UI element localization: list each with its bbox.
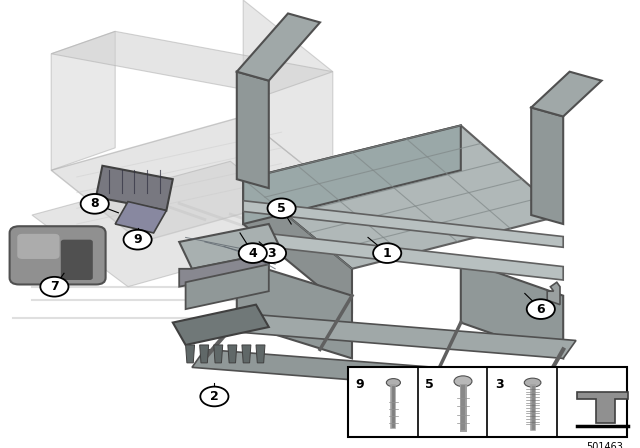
Circle shape xyxy=(258,243,286,263)
Text: 7: 7 xyxy=(50,280,59,293)
Polygon shape xyxy=(51,31,333,94)
Polygon shape xyxy=(115,202,166,233)
Circle shape xyxy=(268,198,296,218)
Text: 8: 8 xyxy=(90,197,99,211)
Polygon shape xyxy=(461,260,563,358)
Text: 5: 5 xyxy=(426,378,434,391)
Text: 9: 9 xyxy=(133,233,142,246)
Ellipse shape xyxy=(387,379,401,387)
Polygon shape xyxy=(237,72,269,188)
Polygon shape xyxy=(256,345,265,363)
Text: 6: 6 xyxy=(536,302,545,316)
Text: 9: 9 xyxy=(356,378,364,391)
Circle shape xyxy=(373,243,401,263)
FancyBboxPatch shape xyxy=(348,367,627,437)
Polygon shape xyxy=(96,166,173,211)
Text: 3: 3 xyxy=(268,246,276,260)
Polygon shape xyxy=(173,305,269,345)
Polygon shape xyxy=(242,345,251,363)
Text: 2: 2 xyxy=(210,390,219,403)
Polygon shape xyxy=(243,125,563,269)
Text: 4: 4 xyxy=(248,246,257,260)
Polygon shape xyxy=(192,349,550,394)
Polygon shape xyxy=(243,125,461,224)
Polygon shape xyxy=(547,282,560,305)
FancyBboxPatch shape xyxy=(61,240,93,280)
Text: 501463: 501463 xyxy=(586,442,623,448)
Text: 1: 1 xyxy=(383,246,392,260)
Polygon shape xyxy=(243,179,352,314)
Circle shape xyxy=(81,194,109,214)
Polygon shape xyxy=(577,392,628,423)
Polygon shape xyxy=(237,13,320,81)
Polygon shape xyxy=(186,345,195,363)
Circle shape xyxy=(40,277,68,297)
Polygon shape xyxy=(230,314,576,358)
Text: 3: 3 xyxy=(495,378,504,391)
Circle shape xyxy=(124,230,152,250)
Polygon shape xyxy=(243,0,333,188)
Polygon shape xyxy=(531,108,563,224)
Polygon shape xyxy=(237,260,352,358)
Polygon shape xyxy=(243,201,563,247)
Text: 5: 5 xyxy=(277,202,286,215)
Ellipse shape xyxy=(524,378,541,387)
Circle shape xyxy=(527,299,555,319)
Polygon shape xyxy=(186,264,269,309)
FancyBboxPatch shape xyxy=(17,234,60,259)
Polygon shape xyxy=(32,161,320,287)
Circle shape xyxy=(200,387,228,406)
Polygon shape xyxy=(51,116,333,242)
Polygon shape xyxy=(200,345,209,363)
Circle shape xyxy=(239,243,267,263)
Polygon shape xyxy=(179,251,282,287)
FancyBboxPatch shape xyxy=(10,226,106,284)
Polygon shape xyxy=(228,345,237,363)
Polygon shape xyxy=(179,224,282,269)
Ellipse shape xyxy=(454,376,472,387)
Polygon shape xyxy=(51,31,115,170)
Polygon shape xyxy=(214,345,223,363)
Polygon shape xyxy=(243,231,563,280)
Polygon shape xyxy=(531,72,602,116)
